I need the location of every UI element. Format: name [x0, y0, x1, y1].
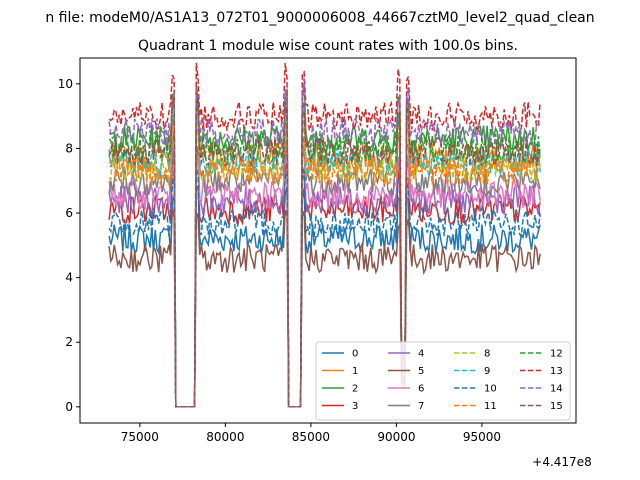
series-line-13 [108, 62, 541, 408]
legend-label-5: 5 [418, 366, 424, 377]
y-tick-label: 2 [65, 335, 73, 349]
chart-title: Quadrant 1 module wise count rates with … [138, 38, 518, 54]
legend-label-3: 3 [352, 401, 358, 412]
y-tick-label: 0 [65, 400, 73, 414]
y-tick-label: 4 [65, 271, 73, 285]
legend-label-9: 9 [484, 366, 490, 377]
x-tick-label: 95000 [463, 430, 501, 444]
legend-label-10: 10 [484, 384, 497, 395]
legend-label-2: 2 [352, 384, 358, 395]
legend-label-8: 8 [484, 349, 490, 360]
y-tick-label: 10 [58, 77, 73, 91]
figure-suptitle: n file: modeM0/AS1A13_072T01_9000006008_… [45, 10, 594, 26]
x-tick-label: 90000 [377, 430, 415, 444]
legend-label-11: 11 [484, 401, 497, 412]
legend-label-7: 7 [418, 401, 424, 412]
legend-box [315, 341, 571, 421]
y-axis: 0 2 4 6 8 10 [58, 77, 80, 414]
legend-label-13: 13 [550, 366, 563, 377]
x-offset-label: +4.417e8 [532, 455, 591, 469]
legend-label-1: 1 [352, 366, 358, 377]
legend-label-4: 4 [418, 349, 424, 360]
y-tick-label: 8 [65, 141, 73, 155]
x-tick-label: 85000 [292, 430, 330, 444]
series-line-8 [108, 113, 541, 408]
x-tick-label: 80000 [206, 430, 244, 444]
series-line-14 [108, 78, 541, 408]
x-tick-label: 75000 [121, 430, 159, 444]
series-lines [108, 62, 541, 408]
plot-frame [79, 57, 577, 424]
legend-label-6: 6 [418, 384, 424, 395]
y-tick-label: 6 [65, 206, 73, 220]
legend-label-15: 15 [550, 401, 563, 412]
legend-label-12: 12 [550, 349, 563, 360]
legend-label-0: 0 [352, 349, 358, 360]
x-axis: 75000 80000 85000 90000 95000 [121, 423, 501, 444]
legend-label-14: 14 [550, 384, 563, 395]
